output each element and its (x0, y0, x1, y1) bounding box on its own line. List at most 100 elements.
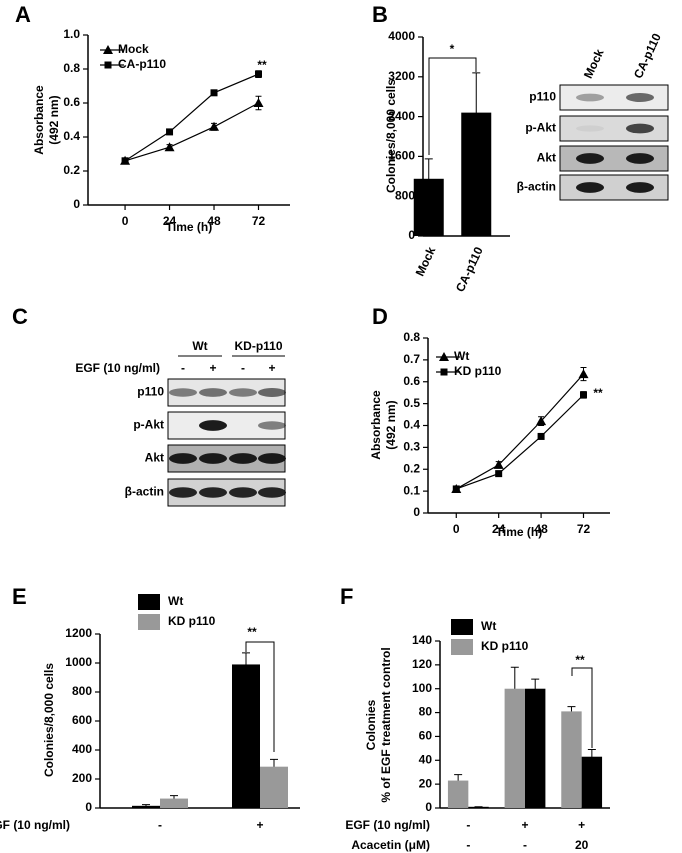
y-tick-label: 40 (419, 752, 433, 766)
y-tick-label: 0.5 (403, 396, 420, 410)
y-tick-label: 0.7 (403, 352, 420, 366)
x-tick-label: 24 (163, 214, 177, 228)
blot-treatment-label: EGF (10 ng/ml) (75, 361, 160, 375)
marker (537, 432, 545, 440)
y-tick-label: 0.8 (403, 330, 420, 344)
y-tick-label: 4000 (388, 29, 415, 43)
x-tick-label: 0 (122, 214, 129, 228)
blot-lane-label: + (268, 361, 275, 375)
legend-label: KD p110 (168, 614, 216, 628)
blot-band (258, 453, 286, 464)
legend-label: Wt (481, 619, 496, 633)
x-tick-label: CA-p110 (453, 244, 486, 294)
legend-swatch (451, 639, 473, 655)
series-line (124, 102, 259, 162)
legend-swatch (138, 594, 160, 610)
bar (232, 664, 260, 808)
x-tick-label: 48 (534, 522, 548, 536)
x-axis-label: EGF (10 ng/ml) (345, 818, 430, 832)
x-axis-label: Acacetin (μM) (351, 838, 430, 852)
y-tick-label: 800 (72, 684, 92, 698)
blot-band (229, 453, 257, 464)
significance-bracket (245, 641, 275, 752)
blot-group-label: KD-p110 (234, 339, 282, 353)
blot-band (576, 125, 604, 132)
bar (561, 711, 582, 808)
panel-letter: C (12, 304, 28, 329)
y-tick-label: 0.8 (63, 61, 80, 75)
blot-row-label: Akt (537, 151, 556, 165)
blot-band (258, 421, 286, 430)
series-line (455, 373, 584, 490)
x-tick-label: 48 (207, 214, 221, 228)
blot-lane-label: - (181, 361, 185, 375)
blot-band (258, 487, 286, 498)
y-tick-label: 0 (408, 228, 415, 242)
blot-band (258, 388, 286, 397)
y-tick-label: 0.2 (63, 163, 80, 177)
y-tick-label: 3200 (388, 69, 415, 83)
legend-label: KD p110 (454, 364, 502, 378)
bar (504, 688, 525, 808)
x-tick-label: 20 (575, 838, 589, 852)
y-tick-label: 0 (425, 800, 432, 814)
x-tick-label: + (521, 818, 528, 832)
panel-letter: F (340, 584, 353, 609)
blot-band (199, 388, 227, 397)
significance-bracket (571, 667, 593, 748)
bar (260, 766, 288, 808)
blot-row-label: p-Akt (525, 121, 556, 135)
y-tick-label: 1200 (65, 626, 92, 640)
y-tick-label: 100 (412, 681, 432, 695)
blot-panel (559, 115, 669, 142)
y-tick-label: 200 (72, 771, 92, 785)
blot-band (626, 153, 654, 164)
blot-row-label: Akt (145, 451, 164, 465)
blot-row-label: p-Akt (133, 418, 164, 432)
legend-label: Wt (454, 349, 469, 363)
blot-band (626, 123, 654, 134)
annotation: * (450, 42, 455, 56)
bar (525, 688, 546, 808)
blot-lane-label: - (241, 361, 245, 375)
legend-marker (440, 368, 448, 376)
y-tick-label: 0.4 (403, 418, 420, 432)
x-tick-label: 72 (252, 214, 266, 228)
blot-band (169, 487, 197, 498)
blot-band (626, 182, 654, 193)
blot-row-label: p110 (529, 90, 556, 104)
bar (468, 806, 489, 808)
x-tick-label: 24 (492, 522, 506, 536)
y-tick-label: 0.4 (63, 129, 80, 143)
bar (447, 780, 469, 808)
panel-letter: E (12, 584, 27, 609)
annotation: ** (247, 625, 257, 639)
legend-swatch (451, 619, 473, 635)
x-tick-label: - (158, 818, 162, 832)
significance-bracket (428, 57, 477, 155)
blot-band (229, 487, 257, 498)
blot-band (576, 93, 604, 102)
blot-row-label: β-actin (517, 180, 556, 194)
y-tick-label: 0.1 (403, 483, 420, 497)
legend-marker (439, 352, 449, 361)
y-axis-label: Colonies/8,000 cells (384, 79, 398, 193)
y-axis-label: (492 nm) (384, 400, 398, 449)
blot-band (229, 388, 257, 397)
bar (581, 756, 603, 808)
y-axis-label: Absorbance (32, 85, 46, 155)
legend-marker (103, 45, 113, 54)
marker (254, 70, 262, 78)
marker (579, 391, 587, 399)
y-tick-label: 0 (413, 505, 420, 519)
x-tick-label: 72 (577, 522, 591, 536)
y-tick-label: 0 (85, 800, 92, 814)
y-tick-label: 0.3 (403, 440, 420, 454)
x-tick-label: + (256, 818, 263, 832)
x-axis-label: Time (h) (166, 220, 212, 234)
marker (493, 459, 504, 469)
annotation: ** (257, 58, 267, 72)
blot-panel (559, 84, 669, 111)
marker (536, 416, 547, 426)
